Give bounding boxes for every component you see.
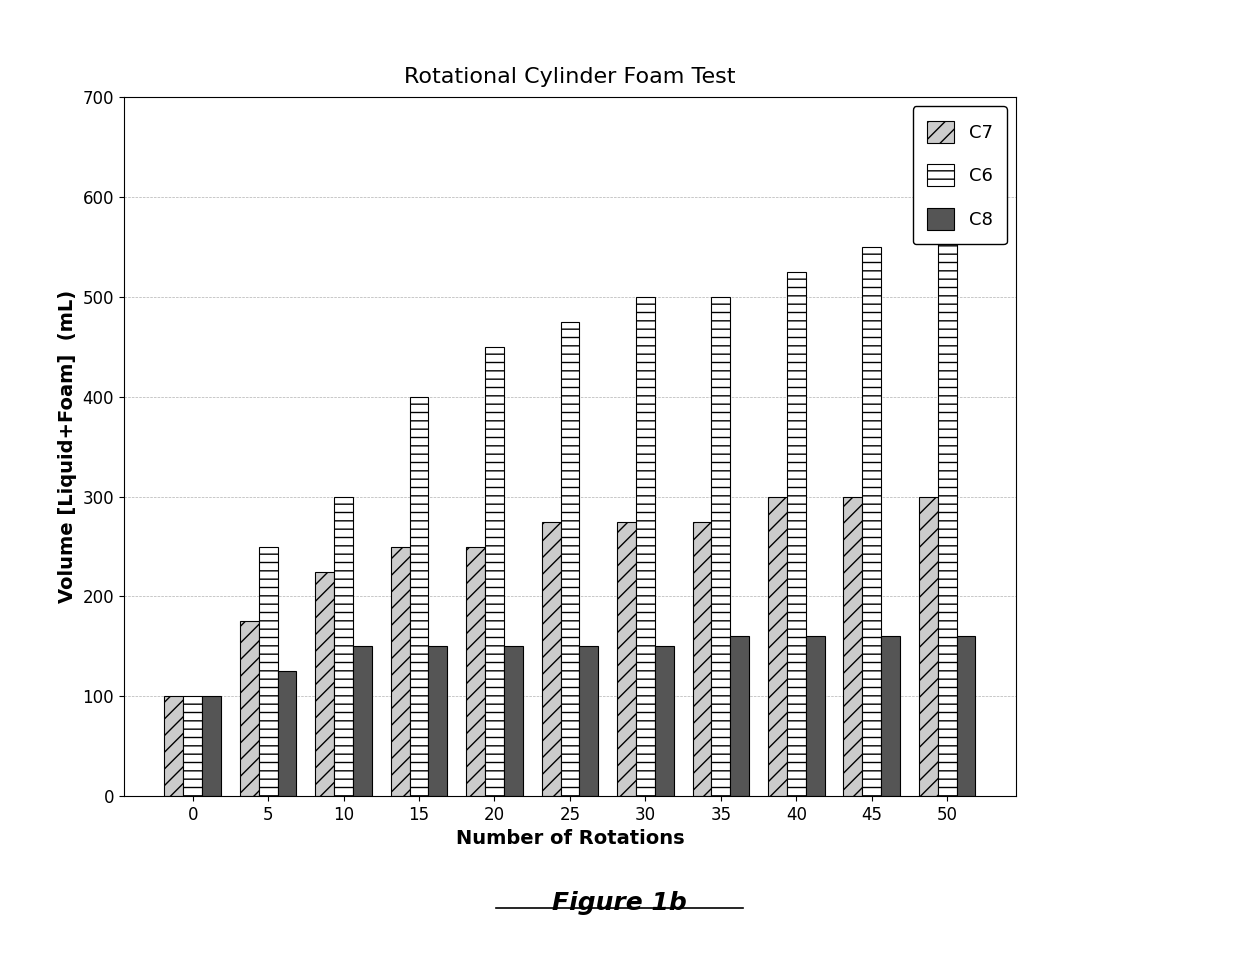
Bar xyxy=(240,621,259,796)
Bar xyxy=(429,647,447,796)
Bar xyxy=(617,521,636,796)
Y-axis label: Volume [Liquid+Foam]  (mL): Volume [Liquid+Foam] (mL) xyxy=(58,290,77,603)
Bar xyxy=(165,696,183,796)
Bar xyxy=(787,272,805,796)
Bar xyxy=(654,647,674,796)
Bar xyxy=(844,496,862,796)
Bar xyxy=(693,521,711,796)
Title: Rotational Cylinder Foam Test: Rotational Cylinder Foam Test xyxy=(404,67,736,87)
Bar xyxy=(636,297,654,796)
Bar xyxy=(316,572,335,796)
Bar xyxy=(278,671,296,796)
Bar xyxy=(410,397,429,796)
Bar xyxy=(711,297,730,796)
Bar xyxy=(353,647,372,796)
Bar xyxy=(390,547,410,796)
Bar xyxy=(938,197,957,796)
Bar xyxy=(862,247,881,796)
Legend: C7, C6, C8: C7, C6, C8 xyxy=(913,106,1007,245)
Bar xyxy=(183,696,202,796)
Bar xyxy=(560,321,580,796)
Bar xyxy=(957,636,975,796)
Bar xyxy=(486,347,504,796)
X-axis label: Number of Rotations: Number of Rotations xyxy=(456,829,684,849)
Bar xyxy=(881,636,900,796)
Bar xyxy=(768,496,787,796)
Bar xyxy=(541,521,560,796)
Bar xyxy=(805,636,824,796)
Bar xyxy=(504,647,523,796)
Bar xyxy=(202,696,221,796)
Bar xyxy=(466,547,486,796)
Bar xyxy=(919,496,938,796)
Bar xyxy=(580,647,598,796)
Bar xyxy=(259,547,278,796)
Bar xyxy=(730,636,750,796)
Bar xyxy=(335,496,353,796)
Text: Figure 1b: Figure 1b xyxy=(553,891,686,915)
